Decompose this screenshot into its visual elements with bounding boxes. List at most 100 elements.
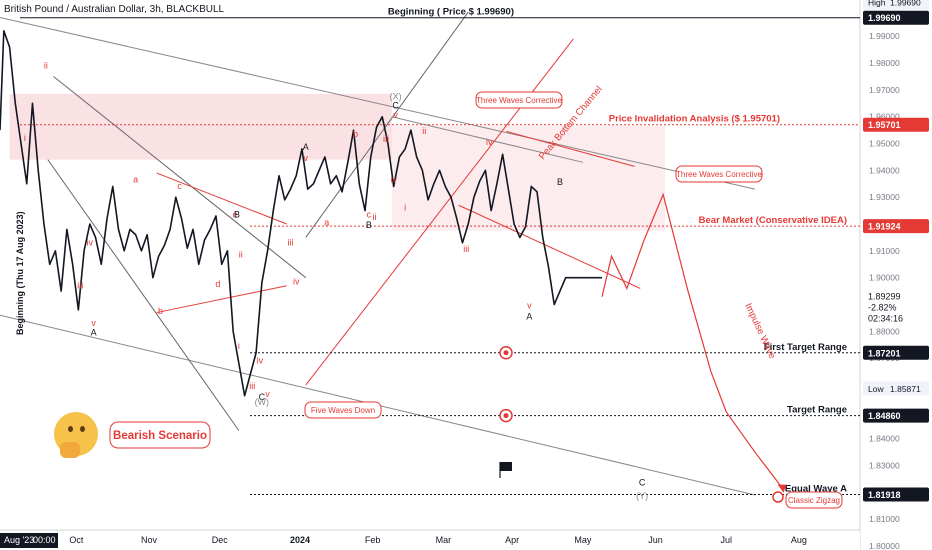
- wave-label: iii: [287, 237, 293, 247]
- wave-label: A: [526, 311, 532, 321]
- wave-a-channel-low: [47, 159, 240, 431]
- high-label: High: [868, 0, 886, 8]
- level-value-badge: [863, 487, 929, 502]
- eye-icon-pupil: [503, 413, 509, 419]
- callout-text: Classic Zigzag: [788, 496, 840, 505]
- y-tick-label: 1.96000: [869, 112, 900, 122]
- level-value: 1.91924: [868, 222, 901, 232]
- wave-label: C: [639, 478, 646, 488]
- wave-label: v: [527, 301, 532, 311]
- level-value-badge: [863, 117, 929, 132]
- x-tick-label: 2024: [290, 535, 310, 545]
- start-time-label: 00:00: [33, 535, 56, 545]
- wave-label: iv: [257, 356, 264, 366]
- level-value: 1.99690: [868, 13, 901, 23]
- callout-box: [475, 91, 563, 109]
- callout-box: [109, 421, 211, 449]
- wave-label: d: [215, 279, 220, 289]
- lightbulb-icon: [772, 491, 784, 503]
- high-value: 1.99690: [890, 0, 921, 8]
- callout-text: Five Waves Down: [311, 406, 375, 415]
- callout-text: Three Waves Corrective: [676, 170, 763, 179]
- wave-label: ii: [373, 212, 377, 222]
- wave-label: e: [233, 209, 238, 219]
- projection-path: [601, 192, 785, 490]
- wave-label: (W): [255, 397, 270, 407]
- eye-icon-pupil: [503, 350, 509, 356]
- wave-label: c: [177, 181, 182, 191]
- wave-label: C: [392, 101, 399, 111]
- y-tick-label: 1.80000: [869, 541, 900, 550]
- x-tick-label: Jul: [720, 535, 732, 545]
- y-tick-label: 1.93000: [869, 192, 900, 202]
- wave-label: iii: [383, 134, 389, 144]
- y-tick-label: 1.95000: [869, 139, 900, 149]
- wave-label: C: [259, 392, 266, 402]
- y-tick-label: 1.84000: [869, 434, 900, 444]
- callout-text: Bearish Scenario: [113, 430, 207, 442]
- level-value: 1.84860: [868, 411, 901, 421]
- invalidation-zone: [391, 126, 666, 231]
- wave-label: B: [366, 220, 372, 230]
- low-value: 1.85871: [890, 384, 921, 394]
- x-tick-label: May: [574, 535, 592, 545]
- level-value-badge: [863, 408, 929, 423]
- level-label: Bear Market (Conservative IDEA): [699, 215, 847, 226]
- start-date-label: Aug '23: [4, 535, 34, 545]
- level-value: 1.95701: [868, 120, 901, 130]
- wave-label: v: [91, 318, 96, 328]
- upper-trendline: [0, 16, 755, 190]
- wave-label: v: [393, 110, 398, 120]
- y-tick-label: 1.83000: [869, 460, 900, 470]
- price-line: [0, 30, 602, 397]
- level-label: Price Invalidation Analysis ($ 1.95701): [609, 114, 780, 125]
- projection-arrowhead: [777, 484, 787, 493]
- y-tick-label: 1.81000: [869, 514, 900, 524]
- thinking-face-icon: [54, 412, 98, 458]
- wave-label: a: [324, 217, 329, 227]
- corrective-top-line: [506, 130, 635, 167]
- callout-box: [675, 165, 763, 183]
- triangle-upper: [156, 172, 287, 225]
- wave-label: iv: [87, 237, 94, 247]
- x-tick-label: Feb: [365, 535, 381, 545]
- level-value-badge: [863, 10, 929, 25]
- y-tick-label: 1.97000: [869, 85, 900, 95]
- wave-label: iv: [486, 137, 493, 147]
- level-label: Target Range: [787, 405, 847, 416]
- level-value-badge: [863, 219, 929, 234]
- wave-label: A: [91, 327, 97, 337]
- level-value-badge: [863, 345, 929, 360]
- x-tick-label: Oct: [69, 535, 84, 545]
- price-change: -2.82%: [868, 302, 897, 312]
- x-tick-label: Mar: [436, 535, 452, 545]
- plot-background: [0, 0, 860, 550]
- wave-label: v: [304, 153, 309, 163]
- wave-label: ii: [44, 60, 48, 70]
- wave-label: iii: [463, 244, 469, 254]
- time-axis-background: [0, 530, 860, 550]
- low-label: Low: [868, 384, 884, 394]
- level-value: 1.87201: [868, 348, 901, 358]
- wave-label: ii: [422, 126, 426, 136]
- wave-label: a: [133, 174, 138, 184]
- start-time-box: [0, 533, 58, 548]
- current-price: 1.89299: [868, 291, 901, 301]
- y-tick-label: 1.90000: [869, 273, 900, 283]
- high-badge: [863, 0, 929, 10]
- wave-label: ii: [239, 250, 243, 260]
- price-axis-background: [860, 0, 932, 550]
- wave-label: iii: [77, 280, 83, 290]
- level-label: First Target Range: [764, 342, 847, 353]
- wave-label: A: [303, 142, 309, 152]
- y-tick-label: 1.94000: [869, 165, 900, 175]
- current-price-block: [863, 289, 929, 328]
- wave-label: i: [24, 133, 26, 143]
- y-tick-label: 1.88000: [869, 326, 900, 336]
- level-label: Beginning ( Price $ 1.99690): [388, 7, 514, 18]
- checkered-flag-icon: [500, 462, 512, 471]
- x-tick-label: Aug: [791, 535, 807, 545]
- wave-a-channel-high: [53, 76, 307, 279]
- chart-title: British Pound / Australian Dollar, 3h, B…: [4, 4, 225, 15]
